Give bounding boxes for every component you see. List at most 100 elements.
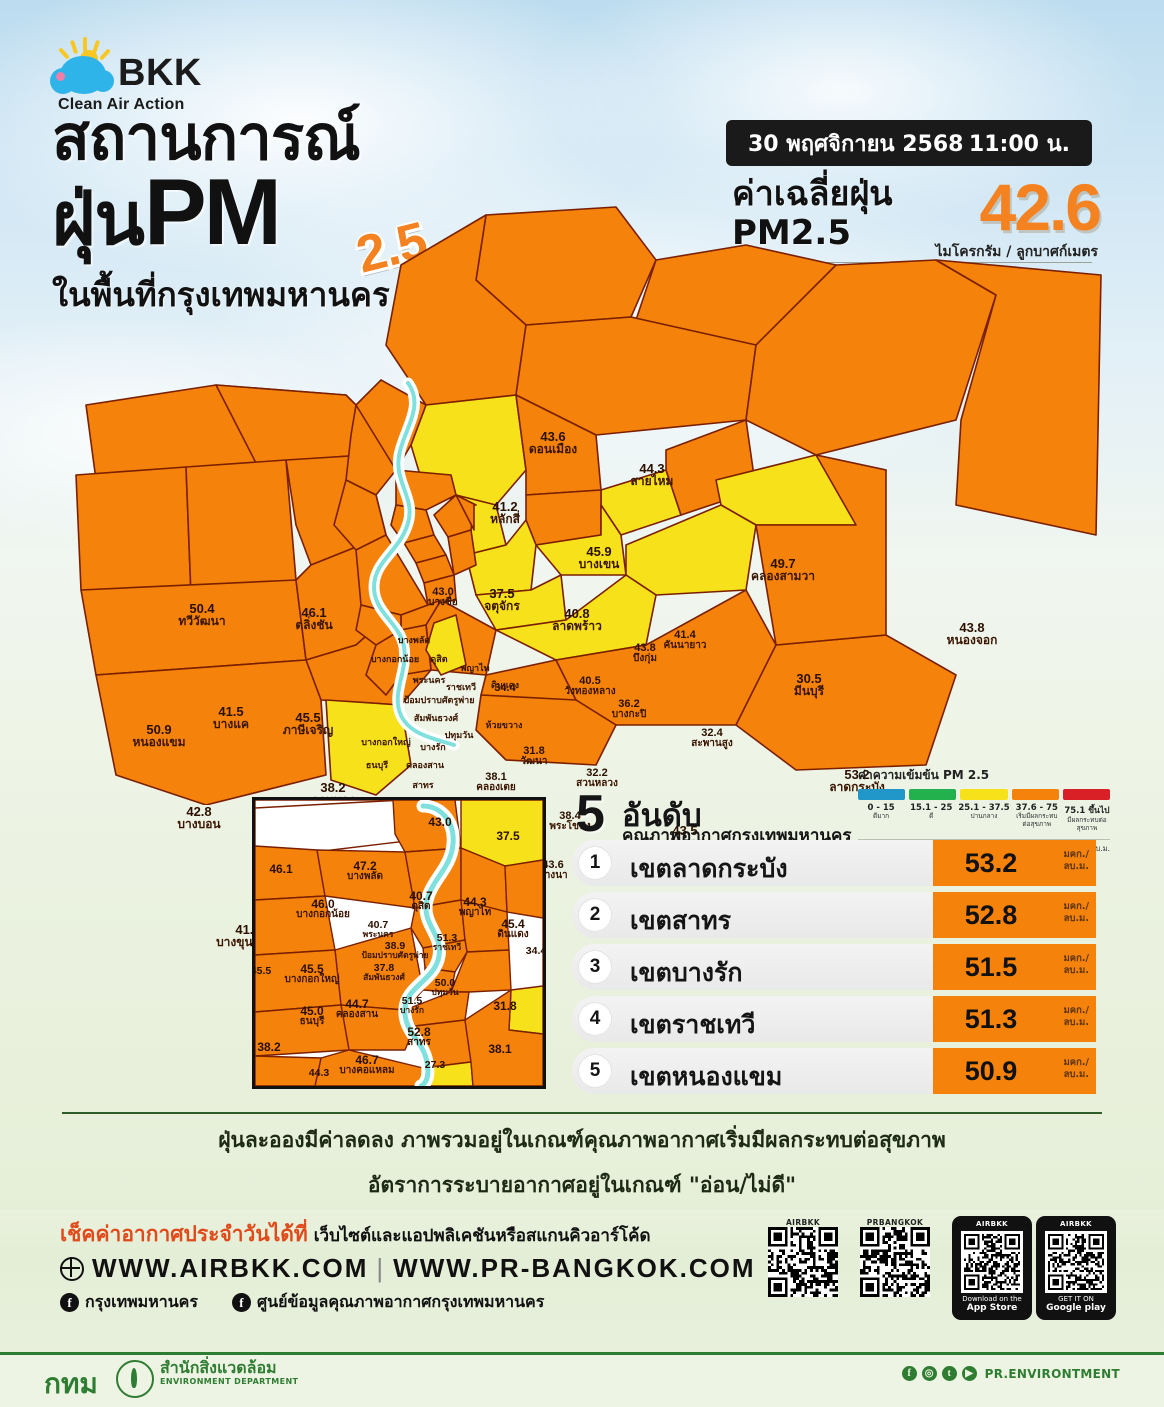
legend-description: ปานกลาง	[970, 812, 998, 820]
inner-city-inset-map[interactable]: 43.0 37.5 46.1 47.2 บางพลัด 46.0 บางกอกน้อย 40.…	[252, 797, 546, 1089]
legend-swatch	[858, 789, 906, 800]
legend-description: เริ่มมีผลกระทบต่อสุขภาพ	[1016, 812, 1058, 828]
contact-block: เช็คค่าอากาศประจำวันได้ที่ เว็บไซต์และแอป…	[60, 1218, 760, 1315]
website-separator: |	[376, 1253, 386, 1283]
facebook-icon[interactable]: f	[901, 1366, 917, 1381]
district-value: 38.1	[488, 1042, 512, 1056]
district-value: 46.0	[311, 897, 335, 911]
inset-district-label: 31.8	[471, 1000, 539, 1012]
legend-description: มีผลกระทบต่อสุขภาพ	[1067, 816, 1107, 832]
average-value: 42.6	[979, 170, 1102, 244]
average-unit: ไมโครกรัม / ลูกบาศก์เมตร	[935, 244, 1098, 260]
dot-icon	[56, 72, 65, 81]
facebook-icon: f	[60, 1293, 79, 1312]
facebook-page-2[interactable]: ศูนย์ข้อมูลคุณภาพอากาศกรุงเทพมหานคร	[256, 1292, 545, 1311]
page-title: สถานการณ์ ฝุ่นPM 2.5 ในพื้นที่กรุงเทพมหา…	[52, 107, 572, 321]
district-name: พระนคร	[362, 929, 394, 940]
district-name: สาทร	[407, 1037, 431, 1049]
inset-district-label: 40.7 พระนคร	[344, 920, 412, 939]
district-yan-nawa	[425, 614, 467, 676]
facebook-page-1[interactable]: กรุงเทพมหานคร	[85, 1292, 198, 1311]
inset-khlong-toei	[464, 989, 543, 1086]
store-badge: GET IT ON Google play	[1046, 1295, 1106, 1313]
contact-facebook: f กรุงเทพมหานคร f ศูนย์ข้อมูลคุณภาพอากาศ…	[60, 1290, 760, 1315]
district-value: 46.7	[355, 1053, 379, 1067]
district-gap-east	[755, 454, 887, 646]
inset-district-label: 51.3 ราชเทวี	[413, 933, 481, 952]
inset-district-label: 45.5	[255, 966, 295, 977]
footer-dept-th: สำนักสิ่งแวดล้อม	[160, 1358, 277, 1377]
app-store-qr-card[interactable]: AIRBKK Download on the App Store	[952, 1216, 1032, 1320]
qr-code[interactable]: PRBANGKOK	[860, 1218, 930, 1297]
inset-district-label: 46.7 บางคอแหลม	[333, 1054, 401, 1076]
legend-band: 15.1 - 25 ดี	[908, 803, 954, 833]
ranking-value-chip: 51.5 มคก./ลบ.ม.	[933, 944, 1096, 990]
district-value: 44.3	[463, 895, 487, 909]
sun-ray-icon	[69, 39, 79, 55]
headline-dust-word: ฝุ่น	[52, 175, 145, 262]
district-value: 47.2	[353, 859, 377, 873]
legend-band: 75.1 ขึ้นไป มีผลกระทบต่อสุขภาพ	[1064, 803, 1110, 833]
website-prbangkok[interactable]: WWW.PR-BANGKOK.COM	[393, 1253, 756, 1283]
ranking-value: 52.8	[964, 899, 1018, 930]
ranking-value: 51.3	[964, 1003, 1018, 1034]
ranking-unit: มคก./ลบ.ม.	[1063, 1005, 1089, 1028]
district-nong-chok	[935, 259, 1102, 536]
district-bang-rak	[423, 574, 457, 606]
inset-river	[402, 803, 456, 1086]
top5-ranking-list: 1 เขตลาดกระบัง 53.2 มคก./ลบ.ม. 2 เขตสาทร 52.8 ม…	[572, 840, 1096, 1100]
contact-cta-main: เช็คค่าอากาศประจำวันได้ที่	[60, 1222, 308, 1246]
district-name: สัมพันธวงศ์	[363, 972, 405, 983]
district-value: 51.3	[436, 932, 458, 944]
district-khlong-sam-wa	[745, 259, 997, 456]
headline-line2: ฝุ่นPM 2.5	[52, 164, 572, 284]
ranking-value: 53.2	[964, 847, 1018, 878]
summary-divider	[62, 1112, 1102, 1114]
legend-range: 0 - 15	[867, 803, 895, 813]
average-label-line1: ค่าเฉลี่ยฝุ่น	[732, 174, 893, 214]
qr-matrix	[1048, 1234, 1104, 1290]
ranking-row[interactable]: 5 เขตหนองแขม 50.9 มคก./ลบ.ม.	[572, 1048, 1096, 1094]
inset-district-label: 37.5	[474, 830, 542, 842]
district-value: 27.3	[424, 1059, 446, 1071]
ranking-value: 50.9	[964, 1055, 1018, 1086]
contact-cta: เช็คค่าอากาศประจำวันได้ที่ เว็บไซต์และแอป…	[60, 1218, 760, 1251]
legend-swatch	[1011, 789, 1059, 800]
sun-ray-icon	[99, 48, 111, 61]
ranking-big-number: 5	[576, 785, 605, 843]
inset-district-label: 34.4	[502, 946, 543, 957]
website-airbkk[interactable]: WWW.AIRBKK.COM	[92, 1253, 369, 1283]
qr-matrix	[860, 1227, 930, 1297]
district-name: บางคอแหลม	[339, 1065, 395, 1077]
twitter-icon[interactable]: t	[941, 1366, 957, 1381]
district-name: บางกอกน้อย	[296, 909, 350, 921]
district-bang-na	[475, 694, 617, 766]
ranking-district-name: เขตราชเทวี	[630, 1010, 756, 1039]
ranking-row[interactable]: 4 เขตราชเทวี 51.3 มคก./ลบ.ม.	[572, 996, 1096, 1042]
legend-range: 15.1 - 25	[910, 803, 953, 813]
inset-district-label: 38.9 ป้อมปราบศัตรูพ่าย	[361, 941, 429, 960]
inset-district-label: 38.2	[255, 1040, 303, 1054]
bkk-logo: BKK Clean Air Action	[50, 37, 272, 118]
inset-district-label: 40.7 ดุสิต	[387, 890, 455, 912]
globe-icon	[60, 1256, 84, 1281]
footer-dept-en: ENVIRONMENT DEPARTMENT	[160, 1376, 299, 1386]
app-store-qr-card[interactable]: AIRBKK GET IT ON Google play	[1036, 1216, 1116, 1320]
district-name: คลองสาน	[335, 1009, 379, 1021]
instagram-icon[interactable]: ◎	[921, 1366, 937, 1381]
summary-text: ฝุ่นละอองมีค่าลดลง ภาพรวมอยู่ในเกณฑ์คุณภ…	[62, 1124, 1102, 1214]
district-name: บางกอกใหญ่	[284, 974, 340, 986]
ranking-unit: มคก./ลบ.ม.	[1063, 901, 1089, 924]
ranking-row[interactable]: 3 เขตบางรัก 51.5 มคก./ลบ.ม.	[572, 944, 1096, 990]
ranking-row[interactable]: 1 เขตลาดกระบัง 53.2 มคก./ลบ.ม.	[572, 840, 1096, 886]
ranking-row[interactable]: 2 เขตสาทร 52.8 มคก./ลบ.ม.	[572, 892, 1096, 938]
qr-code[interactable]: AIRBKK	[768, 1218, 838, 1297]
district-name: ดุสิต	[411, 901, 431, 913]
district-value: 38.2	[257, 1040, 281, 1054]
youtube-icon[interactable]: ▶	[961, 1366, 977, 1381]
qr-code	[961, 1231, 1023, 1293]
bangkok-choropleth-map[interactable]: 43.6 ดอนเมือง 44.3 สายไหม 41.2 หลักสี่ 45.9 บาง…	[56, 205, 1116, 948]
district-pathum-wan	[447, 529, 477, 576]
contact-websites: WWW.AIRBKK.COM | WWW.PR-BANGKOK.COM	[60, 1253, 760, 1284]
